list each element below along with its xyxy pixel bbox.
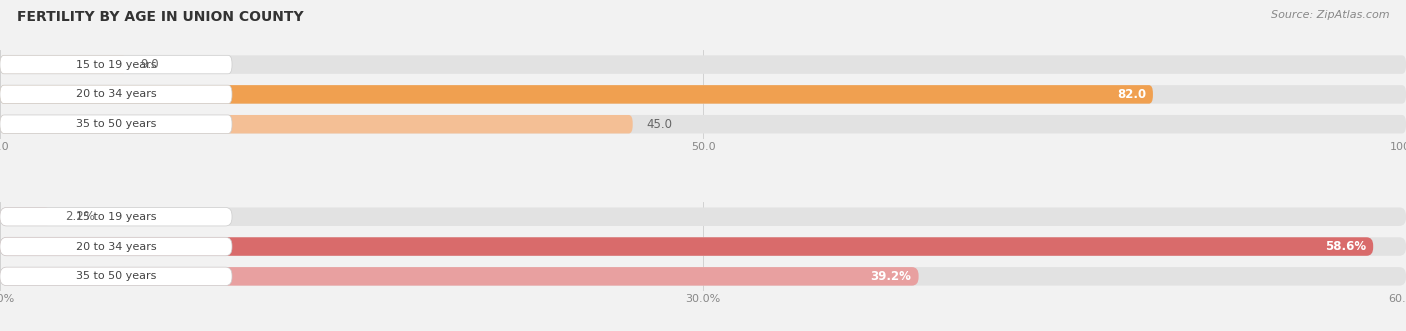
FancyBboxPatch shape bbox=[0, 208, 1406, 226]
FancyBboxPatch shape bbox=[0, 267, 1406, 286]
FancyBboxPatch shape bbox=[0, 55, 1406, 74]
Text: 35 to 50 years: 35 to 50 years bbox=[76, 119, 156, 129]
Text: 35 to 50 years: 35 to 50 years bbox=[76, 271, 156, 281]
Text: 20 to 34 years: 20 to 34 years bbox=[76, 242, 156, 252]
FancyBboxPatch shape bbox=[0, 85, 1406, 104]
FancyBboxPatch shape bbox=[0, 115, 633, 133]
FancyBboxPatch shape bbox=[0, 85, 232, 104]
Text: 20 to 34 years: 20 to 34 years bbox=[76, 89, 156, 99]
Text: 9.0: 9.0 bbox=[141, 58, 159, 71]
FancyBboxPatch shape bbox=[0, 115, 232, 133]
Text: 45.0: 45.0 bbox=[647, 118, 672, 131]
FancyBboxPatch shape bbox=[0, 55, 232, 74]
FancyBboxPatch shape bbox=[0, 237, 232, 256]
FancyBboxPatch shape bbox=[0, 85, 1153, 104]
Text: 58.6%: 58.6% bbox=[1324, 240, 1367, 253]
Text: 39.2%: 39.2% bbox=[870, 270, 911, 283]
FancyBboxPatch shape bbox=[0, 208, 232, 226]
FancyBboxPatch shape bbox=[0, 267, 918, 286]
FancyBboxPatch shape bbox=[0, 237, 1374, 256]
FancyBboxPatch shape bbox=[0, 237, 1406, 256]
Text: Source: ZipAtlas.com: Source: ZipAtlas.com bbox=[1271, 10, 1389, 20]
Text: 2.2%: 2.2% bbox=[66, 210, 96, 223]
FancyBboxPatch shape bbox=[0, 55, 127, 74]
Text: 15 to 19 years: 15 to 19 years bbox=[76, 60, 156, 70]
Text: 82.0: 82.0 bbox=[1116, 88, 1146, 101]
FancyBboxPatch shape bbox=[0, 208, 52, 226]
Text: FERTILITY BY AGE IN UNION COUNTY: FERTILITY BY AGE IN UNION COUNTY bbox=[17, 10, 304, 24]
Text: 15 to 19 years: 15 to 19 years bbox=[76, 212, 156, 222]
FancyBboxPatch shape bbox=[0, 115, 1406, 133]
FancyBboxPatch shape bbox=[0, 267, 232, 286]
